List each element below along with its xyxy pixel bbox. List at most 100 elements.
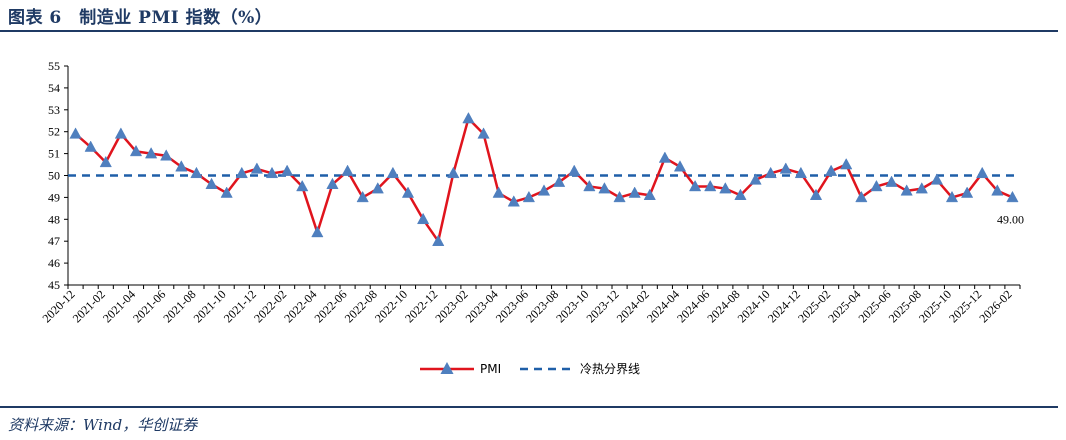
x-tick-label: 2025-06 — [855, 287, 893, 325]
x-tick-label: 2024-10 — [735, 287, 773, 325]
top-rule — [0, 30, 1058, 32]
pmi-point — [250, 162, 264, 174]
x-tick-label: 2021-06 — [130, 287, 168, 325]
y-tick-label: 47 — [48, 234, 60, 248]
source-note: 资料来源：Wind，华创证券 — [8, 416, 198, 434]
x-tick-label: 2024-12 — [765, 287, 803, 325]
pmi-point — [749, 173, 762, 185]
pmi-point — [855, 190, 868, 203]
y-tick-label: 53 — [48, 103, 60, 117]
y-tick-label: 46 — [48, 256, 60, 270]
pmi-point — [265, 166, 279, 179]
pmi-point — [416, 212, 430, 225]
pmi-point — [69, 127, 82, 139]
x-tick-label: 2022-04 — [281, 287, 319, 325]
x-tick-label: 2025-12 — [946, 287, 984, 325]
x-tick-label: 2025-04 — [825, 287, 863, 325]
pmi-point — [840, 158, 853, 170]
x-tick-label: 2025-02 — [795, 287, 833, 325]
pmi-point — [477, 127, 490, 139]
pmi-point — [870, 179, 883, 192]
y-tick-label: 55 — [48, 59, 60, 73]
pmi-point — [235, 166, 248, 179]
figure-title: 图表 6 制造业 PMI 指数（%） — [8, 8, 273, 28]
pmi-point — [326, 177, 339, 190]
pmi-point — [673, 160, 687, 172]
pmi-point — [462, 112, 475, 124]
pmi-point — [688, 179, 702, 192]
pmi-point — [583, 179, 596, 192]
pmi-point — [537, 184, 551, 196]
pmi-point — [356, 190, 369, 203]
pmi-point — [99, 155, 112, 168]
y-axis: 45 46 47 48 49 50 51 52 53 54 55 — [48, 59, 69, 292]
pmi-point — [371, 182, 384, 194]
pmi-point — [296, 179, 309, 192]
pmi-point — [160, 149, 173, 161]
pmi-series-line — [74, 117, 1013, 243]
pmi-point — [84, 140, 97, 152]
pmi-point — [945, 190, 959, 203]
y-tick-label: 45 — [48, 278, 60, 292]
pmi-point — [779, 162, 792, 174]
pmi-point — [280, 164, 294, 176]
y-tick-label: 52 — [48, 125, 60, 139]
bottom-rule — [0, 406, 1058, 408]
legend-threshold-label: 冷热分界线 — [580, 362, 640, 376]
x-tick-label: 2024-06 — [674, 287, 712, 325]
pmi-point — [809, 188, 823, 200]
pmi-point — [960, 186, 974, 198]
x-tick-label: 2022-12 — [402, 287, 440, 325]
pmi-point — [447, 166, 460, 179]
x-tick-label: 2026-02 — [976, 287, 1014, 325]
pmi-point — [598, 182, 611, 194]
y-tick-label: 54 — [48, 81, 60, 95]
x-tick-label: 2023-04 — [463, 287, 501, 325]
pmi-point — [613, 190, 626, 203]
pmi-point — [507, 195, 520, 207]
x-tick-label: 2021-04 — [100, 287, 138, 325]
pmi-point — [658, 151, 672, 163]
pmi-point — [190, 166, 203, 179]
x-tick-label: 2021-08 — [160, 287, 198, 325]
pmi-point — [976, 166, 989, 179]
pmi-point — [205, 177, 218, 190]
x-tick-label: 2021-10 — [191, 287, 229, 325]
x-tick-label: 2022-10 — [372, 287, 410, 325]
x-tick-label: 2023-08 — [523, 287, 561, 325]
x-tick-label: 2022-02 — [251, 287, 289, 325]
x-tick-label: 2022-06 — [311, 287, 349, 325]
x-tick-label: 2020-12 — [39, 287, 77, 325]
x-tick-label: 2022-08 — [342, 287, 380, 325]
pmi-point — [386, 166, 400, 179]
pmi-point — [704, 179, 717, 192]
pmi-point — [568, 164, 581, 176]
x-tick-label: 2024-04 — [644, 287, 682, 325]
pmi-point — [220, 186, 233, 198]
legend-pmi-marker — [440, 361, 454, 374]
pmi-point — [930, 173, 944, 185]
pmi-point — [401, 186, 415, 198]
pmi-point — [341, 164, 354, 176]
pmi-point — [175, 160, 188, 172]
x-tick-label: 2025-10 — [916, 287, 954, 325]
pmi-point — [643, 188, 656, 200]
pmi-point — [628, 186, 641, 198]
pmi-point — [144, 147, 158, 159]
pmi-point — [885, 175, 898, 187]
pmi-point — [915, 182, 928, 194]
pmi-point — [719, 182, 732, 194]
y-tick-label: 49 — [48, 190, 60, 204]
x-tick-label: 2024-08 — [704, 287, 742, 325]
x-tick-label: 2021-02 — [70, 287, 108, 325]
x-tick-label: 2023-10 — [553, 287, 591, 325]
pmi-point — [1006, 190, 1019, 203]
pmi-point — [991, 184, 1004, 196]
pmi-point — [522, 190, 536, 203]
y-tick-label: 51 — [48, 147, 60, 161]
pmi-point — [552, 175, 566, 187]
pmi-point — [794, 166, 808, 179]
y-tick-label: 48 — [48, 212, 60, 226]
plot-area: 49.00 — [68, 112, 1024, 246]
